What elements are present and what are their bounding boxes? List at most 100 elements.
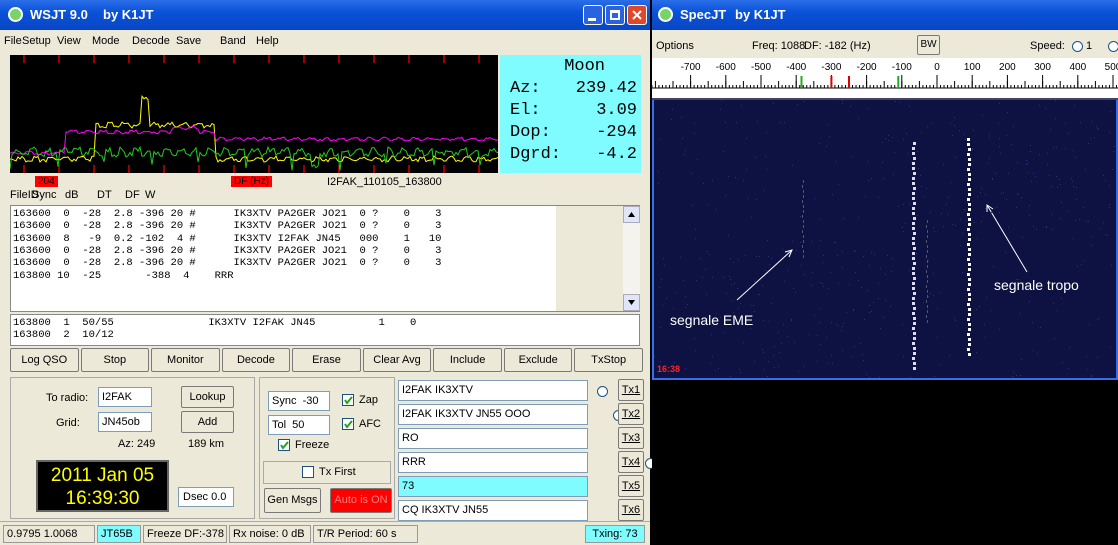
scale-label: -400: [786, 62, 806, 73]
scroll-up[interactable]: [623, 206, 640, 223]
scroll-down[interactable]: [623, 294, 640, 311]
bw-button[interactable]: BW: [917, 35, 940, 55]
noise-dot: [695, 229, 696, 230]
action-button[interactable]: TxStop: [574, 348, 643, 372]
menu-item[interactable]: Mode: [92, 35, 120, 47]
noise-dot: [952, 224, 953, 225]
action-button[interactable]: Stop: [80, 348, 150, 372]
action-button[interactable]: Decode: [221, 348, 291, 372]
tol-input[interactable]: Tol 50: [268, 415, 330, 435]
tx-button[interactable]: Tx2: [618, 403, 644, 425]
status-field: 0.9795 1.0068: [3, 525, 95, 543]
noise-dot: [995, 173, 996, 174]
noise-dot: [732, 300, 733, 301]
noise-dot: [916, 253, 917, 254]
noise-dot: [715, 370, 716, 371]
noise-dot: [959, 130, 960, 131]
noise-dot: [1068, 211, 1069, 212]
signal-streak: [967, 333, 970, 336]
message-input[interactable]: CQ IK3XTV JN55: [398, 500, 588, 521]
action-button[interactable]: Exclude: [503, 348, 573, 372]
dsec-input[interactable]: Dsec 0.0: [178, 487, 234, 507]
menu-item[interactable]: Band: [220, 35, 246, 47]
message-input[interactable]: I2FAK IK3XTV: [398, 380, 588, 401]
app-icon: [8, 7, 23, 22]
menu-item[interactable]: Help: [256, 35, 279, 47]
action-button[interactable]: Include: [433, 348, 502, 372]
tx-first-check[interactable]: Tx First: [263, 461, 391, 484]
options-menu[interactable]: Options: [656, 40, 694, 52]
noise-dot: [692, 205, 693, 206]
noise-dot: [972, 149, 973, 150]
noise-dot: [834, 242, 835, 243]
zap-check[interactable]: Zap: [342, 394, 378, 407]
noise-dot: [658, 183, 659, 184]
speed-option-2[interactable]: [1108, 40, 1118, 52]
tx-button[interactable]: Tx1: [618, 379, 644, 401]
to-radio-input[interactable]: I2FAK: [98, 387, 152, 407]
noise-dot: [736, 122, 737, 123]
noise-dot: [981, 221, 982, 222]
signal-streak: [913, 217, 916, 220]
noise-dot: [920, 175, 921, 176]
menu-item[interactable]: View: [57, 35, 81, 47]
noise-dot: [743, 180, 744, 181]
signal-streak: [968, 263, 971, 266]
action-button[interactable]: Erase: [292, 348, 361, 372]
spectrum-trace: [9, 145, 499, 171]
noise-dot: [1007, 112, 1008, 113]
action-button[interactable]: Log QSO: [10, 348, 79, 372]
minimize-button[interactable]: [583, 5, 603, 25]
gen-msgs-button[interactable]: Gen Msgs: [264, 488, 321, 513]
noise-dot: [943, 164, 944, 165]
tx-button[interactable]: Tx3: [618, 427, 644, 449]
message-input[interactable]: I2FAK IK3XTV JN55 OOO: [398, 404, 588, 425]
menu-item[interactable]: File: [4, 35, 22, 47]
menu-item[interactable]: Save: [176, 35, 202, 47]
noise-dot: [874, 254, 875, 255]
grid-input[interactable]: JN45ob: [98, 412, 152, 432]
signal-streak: [912, 282, 915, 285]
noise-dot: [706, 294, 707, 295]
message-input[interactable]: RO: [398, 428, 588, 449]
signal-streak: [913, 347, 916, 350]
tx-button[interactable]: Tx5: [618, 475, 644, 497]
column-header: FileID Sync dB DT DF W: [10, 189, 310, 203]
noise-dot: [705, 269, 706, 270]
sync-input[interactable]: Sync -30: [268, 391, 330, 411]
noise-dot: [823, 286, 824, 287]
tx-button[interactable]: Tx4: [618, 451, 644, 473]
noise-dot: [838, 184, 839, 185]
freeze-check[interactable]: Freeze: [278, 439, 329, 452]
noise-dot: [654, 356, 655, 357]
menu-item[interactable]: Setup: [22, 35, 51, 47]
scrollbar[interactable]: [623, 206, 640, 311]
decode-gutter: [556, 206, 623, 311]
noise-dot: [750, 328, 751, 329]
noise-dot: [756, 199, 757, 200]
action-button[interactable]: Monitor: [151, 348, 220, 372]
tx-button[interactable]: Tx6: [618, 499, 644, 521]
grid-label: Grid:: [56, 417, 80, 429]
signal-streak: [927, 320, 928, 323]
message-radio[interactable]: [597, 385, 608, 397]
menu-item[interactable]: Decode: [132, 35, 170, 47]
noise-dot: [866, 374, 867, 375]
signal-streak: [912, 252, 915, 255]
noise-dot: [1090, 138, 1091, 139]
message-input[interactable]: RRR: [398, 452, 588, 473]
maximize-button[interactable]: [605, 5, 625, 25]
signal-streak: [913, 337, 916, 340]
add-button[interactable]: Add: [181, 411, 234, 433]
close-button[interactable]: [627, 5, 647, 25]
action-button[interactable]: Clear Avg: [362, 348, 432, 372]
message-input[interactable]: 73: [398, 476, 588, 497]
noise-dot: [723, 277, 724, 278]
speed-option[interactable]: 1: [1072, 40, 1092, 52]
lookup-button[interactable]: Lookup: [181, 386, 234, 408]
signal-streak: [927, 275, 928, 278]
signal-streak: [968, 238, 971, 241]
signal-streak: [927, 220, 928, 223]
auto-button[interactable]: Auto is ON: [330, 488, 392, 513]
afc-check[interactable]: AFC: [342, 418, 381, 431]
